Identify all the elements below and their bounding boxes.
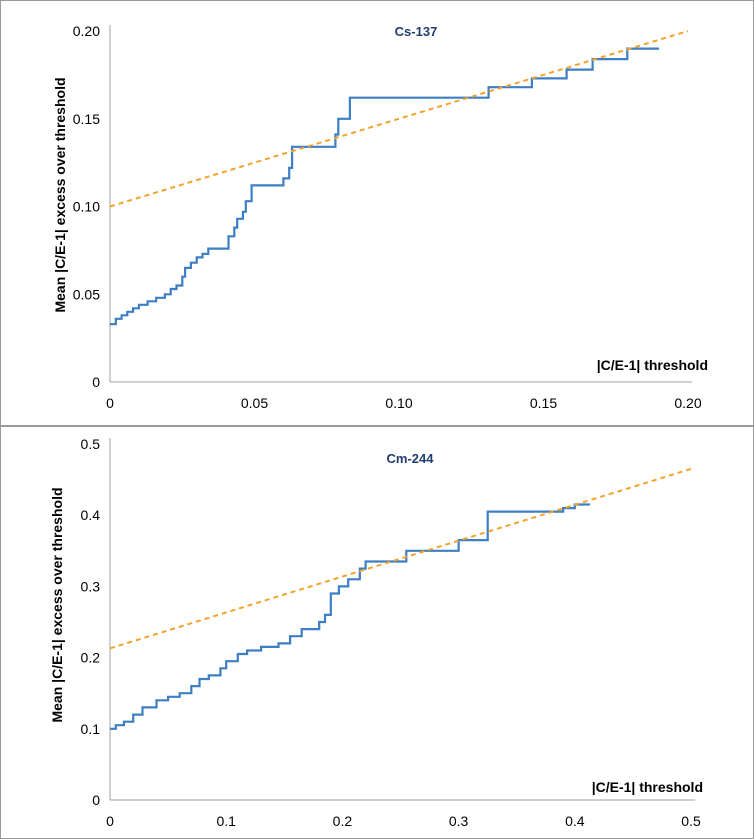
y-tick-label: 0.10 [73, 199, 100, 215]
y-tick-label: 0.3 [81, 578, 101, 594]
y-tick-label: 0.05 [73, 286, 100, 302]
y-tick-label: 0.2 [81, 650, 101, 666]
trend-line [109, 467, 692, 650]
x-axis-title: |C/E-1| threshold [597, 357, 708, 373]
y-tick-label: 0.20 [73, 23, 100, 39]
x-tick-label: 0 [106, 813, 114, 829]
panel-2-border [0, 426, 754, 839]
mean-excess-step-line [110, 503, 590, 730]
x-tick-label: 0.20 [674, 395, 701, 411]
x-tick-label: 0.15 [530, 395, 557, 411]
plot-area [109, 25, 692, 383]
y-axis-title: Mean |C/E-1| excess over threshold [52, 77, 68, 312]
chart-panel-cm244: Cm-244 Mean |C/E-1| excess over threshol… [49, 436, 703, 829]
panel-1-border [0, 0, 754, 426]
y-tick-label: 0 [92, 792, 100, 808]
y-tick-label: 0.15 [73, 111, 100, 127]
y-tick-label: 0.1 [81, 721, 101, 737]
x-tick-label: 0.2 [333, 813, 353, 829]
x-axis-ticks: 0 0.1 0.2 0.3 0.4 0.5 [106, 813, 701, 829]
y-axis-ticks: 0 0.1 0.2 0.3 0.4 0.5 [81, 436, 101, 808]
x-axis-title: |C/E-1| threshold [592, 779, 703, 795]
mean-excess-step-line [110, 47, 660, 326]
x-tick-label: 0.4 [565, 813, 585, 829]
x-tick-label: 0.1 [216, 813, 236, 829]
chart-title: Cs-137 [395, 24, 438, 39]
x-tick-label: 0.05 [241, 395, 268, 411]
x-axis-ticks: 0 0.05 0.10 0.15 0.20 [106, 395, 702, 411]
x-tick-label: 0.10 [385, 395, 412, 411]
y-axis-title: Mean |C/E-1| excess over threshold [49, 487, 65, 722]
plot-area [109, 438, 695, 801]
y-axis-ticks: 0 0.05 0.10 0.15 0.20 [73, 23, 100, 390]
x-tick-label: 0.3 [449, 813, 469, 829]
x-tick-label: 0.5 [681, 813, 701, 829]
chart-title: Cm-244 [387, 451, 435, 466]
trend-line [109, 30, 689, 208]
y-tick-label: 0.4 [81, 507, 101, 523]
y-tick-label: 0.5 [81, 436, 101, 452]
x-tick-label: 0 [106, 395, 114, 411]
chart-panel-cs137: Cs-137 Mean |C/E-1| excess over threshol… [52, 23, 708, 411]
y-tick-label: 0 [92, 374, 100, 390]
